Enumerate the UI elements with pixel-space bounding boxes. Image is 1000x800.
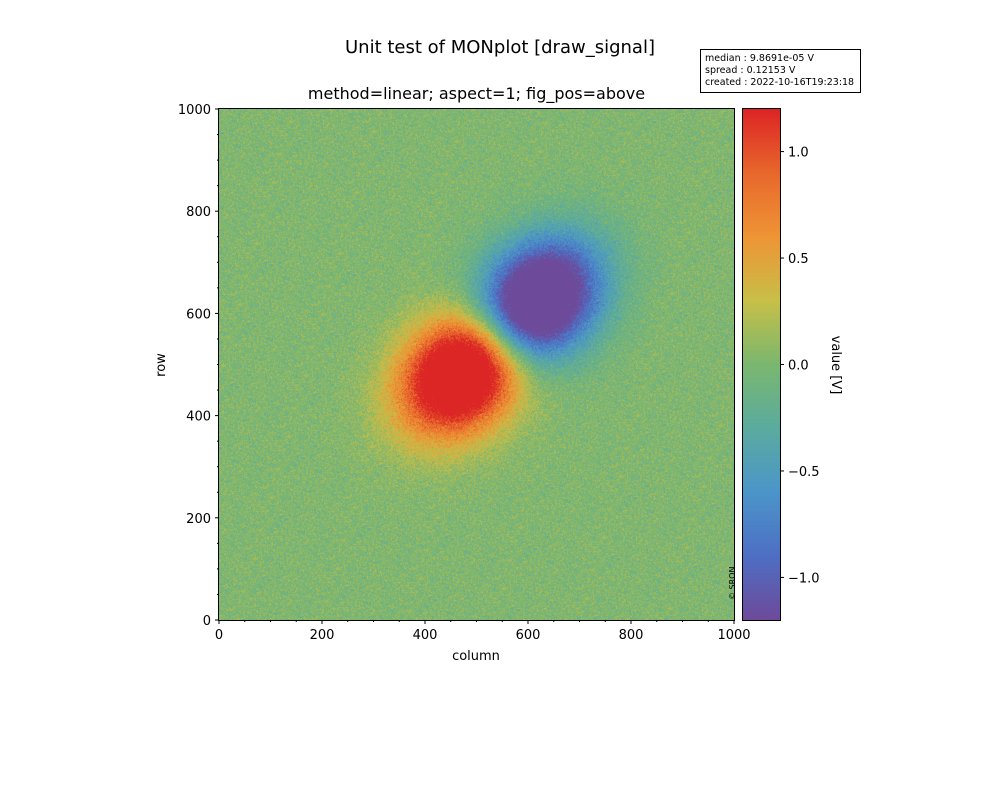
- info-box: median : 9.8691e-05 V spread : 0.12153 V…: [700, 49, 861, 93]
- info-median: median : 9.8691e-05 V: [705, 53, 814, 64]
- colorbar-frame: [742, 108, 781, 621]
- info-spread: spread : 0.12153 V: [705, 65, 796, 76]
- info-created: created : 2022-10-16T19:23:18: [705, 77, 855, 88]
- x-tick-label: 400: [413, 628, 438, 643]
- axes-title: method=linear; aspect=1; fig_pos=above: [307, 84, 646, 103]
- copyright-notice: © SRON: [728, 566, 737, 600]
- x-tick-label: 0: [215, 628, 223, 643]
- axes-frame: [218, 108, 781, 621]
- y-tick-label: 200: [186, 512, 211, 527]
- colorbar-tick-label: 0.5: [788, 252, 809, 267]
- plot-frame: [218, 108, 735, 621]
- figure-title: Unit test of MONplot [draw_signal]: [345, 37, 655, 58]
- colorbar-tick-label: −0.5: [788, 465, 820, 480]
- colorbar-tick-label: −1.0: [788, 571, 820, 586]
- colorbar-gradient: [743, 109, 780, 620]
- signal-heatmap-image: [219, 109, 734, 620]
- x-axis-label: column: [452, 649, 500, 664]
- y-ticks: 0 200 400 600 800 1000: [178, 103, 219, 629]
- y-tick-label: 0: [203, 614, 211, 629]
- y-tick-label: 1000: [178, 103, 211, 118]
- x-tick-label: 200: [310, 628, 335, 643]
- y-tick-label: 600: [186, 307, 211, 322]
- x-ticks: 0 200 400 600 800 1000: [215, 620, 751, 643]
- colorbar-tick-label: 1.0: [788, 146, 809, 161]
- colorbar-tick-label: 0.0: [788, 359, 809, 374]
- y-tick-label: 400: [186, 410, 211, 425]
- y-tick-label: 800: [186, 205, 211, 220]
- colorbar-label: value [V]: [828, 336, 843, 395]
- x-tick-label: 800: [619, 628, 644, 643]
- colorbar-ticks: −1.0 −0.5 0.0 0.5 1.0: [780, 146, 820, 586]
- y-axis-label: row: [154, 353, 169, 377]
- x-tick-label: 1000: [717, 628, 750, 643]
- x-tick-label: 600: [516, 628, 541, 643]
